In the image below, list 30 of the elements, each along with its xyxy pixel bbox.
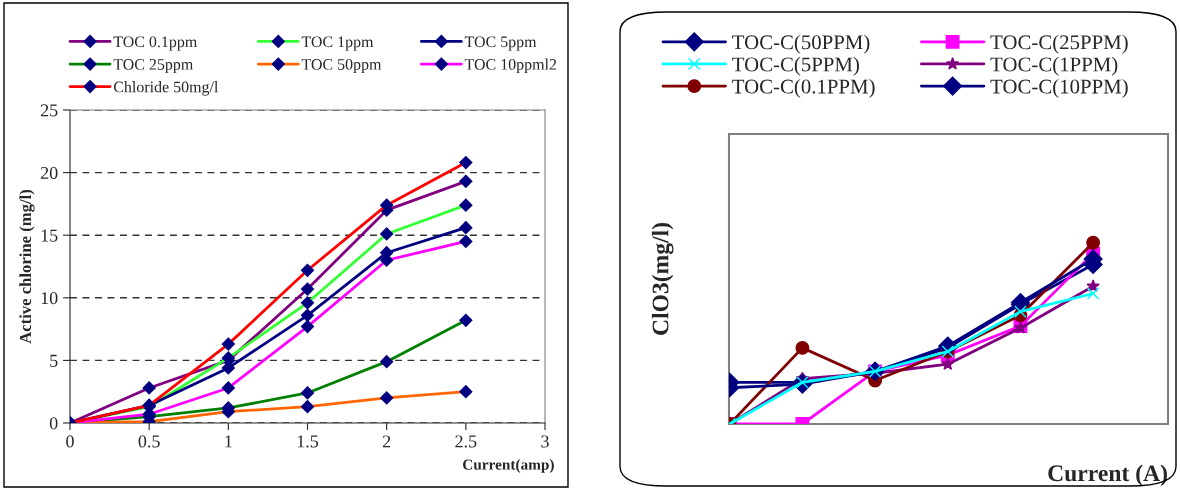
x-tick-label: 0.5: [138, 435, 160, 448]
y-tick-label: 5: [50, 354, 58, 367]
x-tick-label: 2: [382, 435, 391, 448]
legend-label: TOC-C(25PPM): [990, 34, 1128, 54]
y-tick-label: 20: [40, 166, 58, 180]
x-tick-label: 2.5: [455, 435, 477, 448]
y-axis-title: Active chlorine (mg/l): [19, 189, 35, 344]
y-tick-label: 0: [49, 417, 58, 430]
legend-label: TOC 0.1ppm: [113, 36, 198, 51]
legend-label: TOC-C(1PPM): [990, 56, 1118, 76]
y-tick-label: 15: [41, 229, 58, 242]
legend-label: Chloride 50mg/l: [113, 81, 219, 96]
y-tick-label: 25: [40, 104, 58, 117]
x-axis-title: Current(amp): [463, 459, 554, 473]
x-tick-label: 3: [541, 435, 549, 448]
x-tick-label: 1: [225, 435, 232, 448]
legend-label: TOC 5ppm: [464, 36, 537, 51]
legend-label: TOC 25ppm: [113, 59, 194, 74]
y-tick-label: 10: [41, 292, 58, 305]
legend-label: TOC-C(50PPM): [732, 34, 870, 54]
legend-label: TOC-C(10PPM): [990, 78, 1128, 98]
y-axis-title: ClO3(mg/l): [651, 222, 674, 335]
legend-label: TOC-C(5PPM): [732, 56, 859, 76]
legend-label: TOC 1ppm: [301, 36, 374, 51]
legend-label: TOC 50ppm: [301, 58, 382, 74]
legend-label: TOC 10ppml2: [464, 58, 557, 74]
x-tick-label: 0: [66, 435, 74, 448]
x-tick-label: 1.5: [297, 435, 319, 448]
legend-label: TOC-C(0.1PPM): [732, 78, 875, 98]
x-axis-title: Current (A): [1048, 464, 1167, 487]
